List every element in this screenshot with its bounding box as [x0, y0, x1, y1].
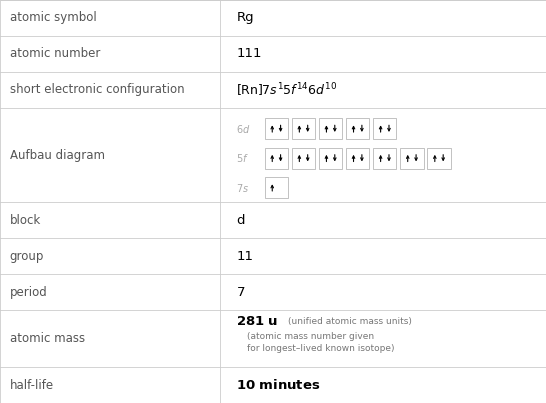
Text: short electronic configuration: short electronic configuration — [10, 83, 185, 96]
Bar — [265, 177, 288, 198]
Text: atomic symbol: atomic symbol — [10, 11, 97, 25]
Bar — [373, 148, 396, 168]
Bar — [373, 118, 396, 139]
Text: $\mathregular{[Rn]7}s^{1}\mathregular{5}f^{14}\mathregular{6}d^{10}$: $\mathregular{[Rn]7}s^{1}\mathregular{5}… — [236, 81, 337, 99]
Text: for longest–lived known isotope): for longest–lived known isotope) — [247, 344, 395, 353]
Bar — [265, 118, 288, 139]
Text: group: group — [10, 249, 44, 263]
Bar — [319, 148, 342, 168]
Text: atomic mass: atomic mass — [10, 332, 85, 345]
Text: d: d — [236, 214, 245, 226]
Text: atomic number: atomic number — [10, 48, 100, 60]
Bar — [292, 118, 315, 139]
Text: half-life: half-life — [10, 378, 54, 392]
Bar — [292, 148, 315, 168]
Text: Rg: Rg — [236, 11, 254, 25]
Text: block: block — [10, 214, 41, 226]
Text: $5f$: $5f$ — [236, 152, 250, 164]
Text: $6d$: $6d$ — [236, 123, 251, 135]
Text: (unified atomic mass units): (unified atomic mass units) — [288, 317, 412, 326]
Bar — [400, 148, 424, 168]
Text: period: period — [10, 286, 48, 299]
Text: 11: 11 — [236, 249, 253, 263]
Text: $\mathbf{10\ minutes}$: $\mathbf{10\ minutes}$ — [236, 378, 321, 392]
Text: 7: 7 — [236, 286, 245, 299]
Bar — [346, 118, 369, 139]
Bar — [265, 148, 288, 168]
Text: $7s$: $7s$ — [236, 182, 250, 193]
Bar — [428, 148, 450, 168]
Bar — [319, 118, 342, 139]
Text: $\mathbf{281}$ $\mathbf{u}$: $\mathbf{281}$ $\mathbf{u}$ — [236, 315, 278, 328]
Text: 111: 111 — [236, 48, 262, 60]
Bar — [346, 148, 369, 168]
Text: (atomic mass number given: (atomic mass number given — [247, 332, 375, 341]
Text: Aufbau diagram: Aufbau diagram — [10, 149, 105, 162]
